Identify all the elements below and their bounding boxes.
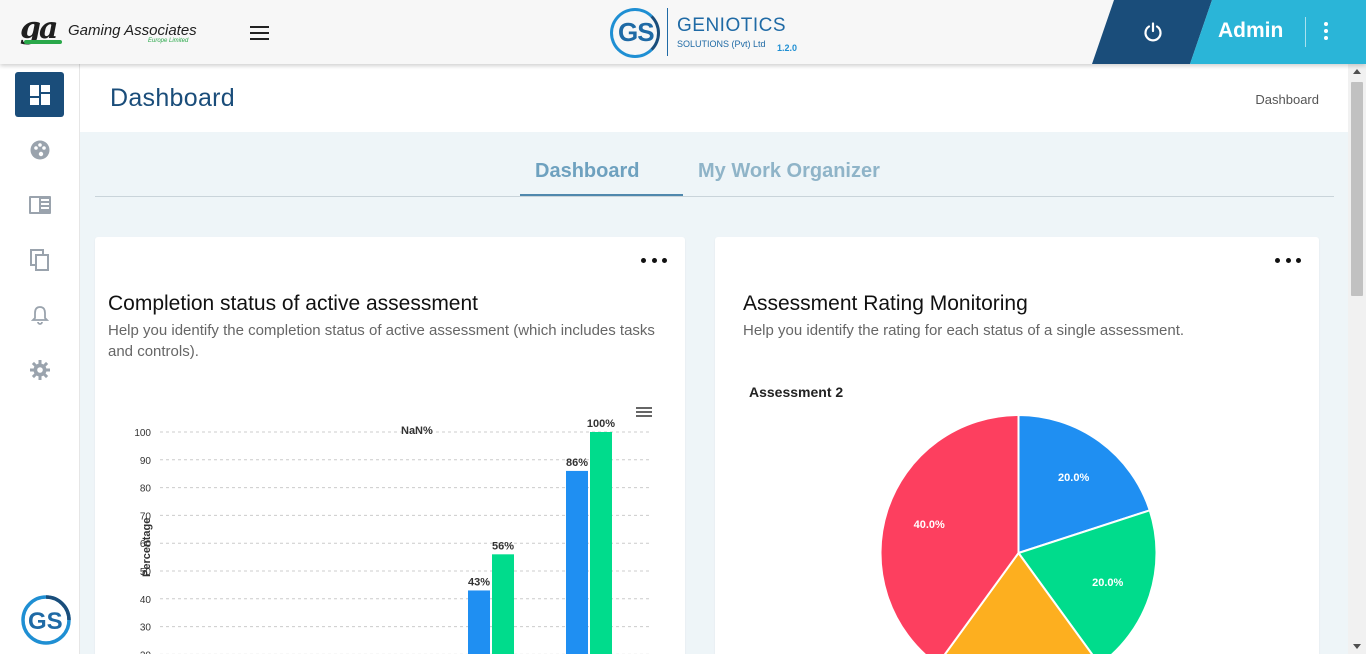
sidebar-item-settings[interactable] [15, 347, 64, 392]
bar-data-label: 56% [492, 540, 514, 552]
active-tab-indicator [520, 194, 683, 196]
bar-data-label: 100% [587, 418, 615, 430]
ga-logo-name: Gaming Associates [68, 22, 197, 39]
page-header: Dashboard Dashboard [80, 64, 1348, 132]
more-horizontal-icon[interactable] [1275, 255, 1301, 265]
user-divider [1305, 17, 1306, 47]
app-version: 1.2.0 [777, 43, 798, 53]
card-description: Help you identify the rating for each st… [743, 322, 1185, 339]
bar[interactable] [590, 432, 612, 654]
y-tick-label: 90 [140, 456, 152, 467]
geniotics-logo: GS GENIOTICS SOLUTIONS (Pvt) Ltd 1.2.0 [610, 8, 810, 58]
sidebar-footer-logo: GS [20, 594, 72, 646]
sidebar: GS [0, 64, 80, 654]
sidebar-item-reports[interactable] [15, 182, 64, 227]
power-icon[interactable] [1142, 21, 1164, 43]
gs-logo-mark: GS [618, 17, 655, 47]
pie-slice-label: 40.0% [914, 519, 945, 531]
page-title: Dashboard [110, 84, 236, 112]
y-tick-label: 50 [140, 567, 152, 578]
sidebar-logo-text: GS [28, 608, 63, 635]
pie-slice[interactable] [1016, 509, 1158, 654]
card-title: Completion status of active assessment [108, 292, 479, 315]
gaming-associates-logo[interactable]: ga Gaming Associates Europe Limited [20, 14, 197, 50]
rating-monitoring-card: Assessment Rating Monitoring Help you id… [715, 237, 1319, 654]
gs-logo-ring [610, 8, 660, 58]
tab-bar: Dashboard My Work Organizer [95, 154, 1334, 197]
sidebar-item-notifications[interactable] [15, 292, 64, 337]
y-tick-label: 80 [140, 484, 152, 495]
bar[interactable] [468, 590, 490, 654]
bar[interactable] [566, 470, 588, 654]
sidebar-item-copy[interactable] [15, 237, 64, 282]
palette-icon [30, 140, 49, 159]
hamburger-icon[interactable] [250, 26, 270, 40]
pie-slice-label: 20.0% [1058, 472, 1089, 484]
y-tick-label: 60 [140, 539, 152, 550]
power-section [1092, 0, 1212, 64]
kebab-icon[interactable] [1318, 22, 1334, 44]
logo-divider [667, 8, 668, 56]
sidebar-item-dashboard[interactable] [15, 72, 64, 117]
dashboard-icon [29, 84, 50, 105]
card-title: Assessment Rating Monitoring [743, 292, 1028, 315]
book-icon [28, 195, 51, 214]
bar-data-label: 43% [468, 576, 490, 588]
sidebar-item-palette[interactable] [15, 127, 64, 172]
scroll-up-arrow[interactable] [1353, 69, 1361, 74]
logo-name: GENIOTICS [677, 15, 787, 36]
bell-icon [30, 305, 49, 325]
y-tick-label: 70 [140, 511, 152, 522]
bar-data-label: 86% [566, 457, 588, 469]
pie-slice[interactable] [937, 551, 1099, 654]
copy-icon [29, 248, 49, 271]
bar[interactable] [492, 554, 514, 654]
scroll-thumb[interactable] [1351, 82, 1363, 296]
gear-icon [29, 359, 50, 380]
scroll-down-arrow[interactable] [1353, 644, 1361, 649]
rating-pie-chart: Assessment 2 20.0% 20.0% 40.0% [749, 384, 1158, 654]
top-bar: ga Gaming Associates Europe Limited GS G… [0, 0, 1366, 64]
pie-slice-label: 20.0% [1092, 577, 1123, 589]
y-tick-label: 40 [140, 595, 152, 606]
more-horizontal-icon[interactable] [641, 255, 667, 265]
tab-my-work-organizer[interactable]: My Work Organizer [698, 160, 880, 182]
breadcrumb[interactable]: Dashboard [1255, 92, 1319, 107]
chart-menu-icon[interactable] [636, 407, 652, 417]
tab-dashboard[interactable]: Dashboard [535, 160, 640, 182]
main-content: Dashboard Dashboard Dashboard My Work Or… [80, 64, 1348, 654]
card-description: Help you identify the completion status … [108, 322, 655, 360]
ga-logo-subtitle: Europe Limited [148, 38, 189, 44]
chart-annotation: NaN% [401, 425, 433, 437]
completion-bar-chart: 100 90 80 70 60 50 40 30 20 43% 86% 56% 100% Percen… [134, 407, 652, 654]
ga-logo-mark: ga [20, 14, 62, 44]
y-tick-label: 100 [134, 428, 151, 439]
pie-slice[interactable] [1017, 413, 1152, 555]
y-tick-label: 30 [140, 623, 152, 634]
logo-subtitle: SOLUTIONS (Pvt) Ltd [677, 39, 766, 49]
user-name-label[interactable]: Admin [1218, 19, 1284, 42]
user-section [1190, 0, 1366, 64]
y-tick-label: 20 [140, 650, 152, 654]
pie-title: Assessment 2 [749, 384, 843, 400]
vertical-scrollbar[interactable] [1348, 64, 1366, 654]
y-axis-label: Percentage [141, 518, 153, 577]
pie-slice[interactable] [879, 413, 1020, 654]
completion-status-card: Completion status of active assessment H… [95, 237, 685, 654]
